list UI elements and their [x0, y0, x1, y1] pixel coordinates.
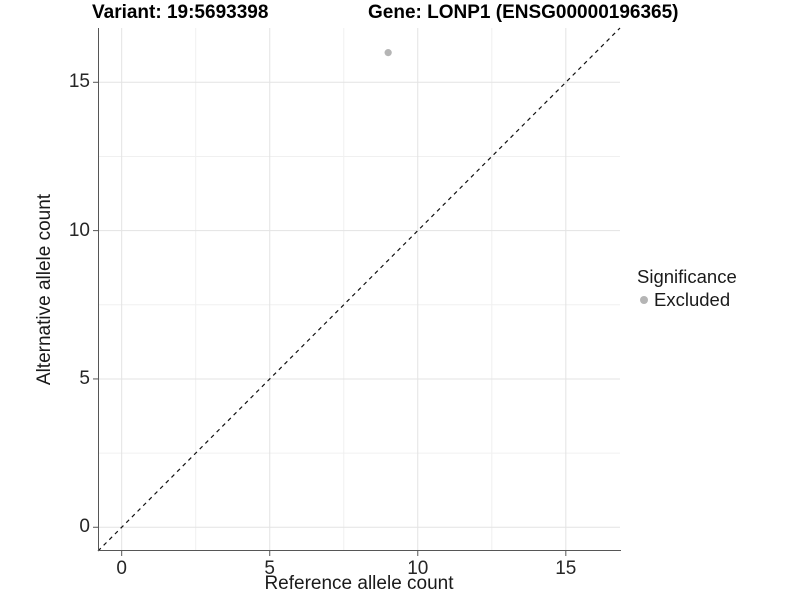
x-axis-title: Reference allele count — [264, 573, 454, 594]
y-axis-title: Alternative allele count — [34, 193, 55, 386]
identity-line — [97, 27, 621, 552]
y-tick-label: 0 — [79, 516, 90, 538]
data-point — [384, 49, 392, 57]
plot-panel: 0 5 10 15 0 5 10 15 — [69, 27, 621, 579]
legend-title: Significance — [637, 266, 737, 287]
y-tick-label: 5 — [79, 367, 90, 389]
plot-title-gene: Gene: LONP1 (ENSG00000196365) — [368, 2, 679, 23]
legend-entry-excluded: Excluded — [637, 289, 737, 311]
plot-title-variant: Variant: 19:5693398 — [92, 2, 269, 23]
x-tick-label: 15 — [555, 558, 577, 579]
legend-entry-label: Excluded — [654, 289, 731, 310]
x-tick-label: 0 — [116, 558, 127, 579]
scatter-plot-canvas — [93, 27, 621, 556]
x-tick-label: 10 — [407, 558, 429, 579]
x-tick-label: 5 — [264, 558, 276, 579]
y-tick-label: 10 — [68, 219, 90, 241]
legend: Significance Excluded — [637, 266, 737, 311]
y-tick-label: 15 — [68, 71, 90, 93]
legend-key-dot-icon — [640, 296, 648, 304]
